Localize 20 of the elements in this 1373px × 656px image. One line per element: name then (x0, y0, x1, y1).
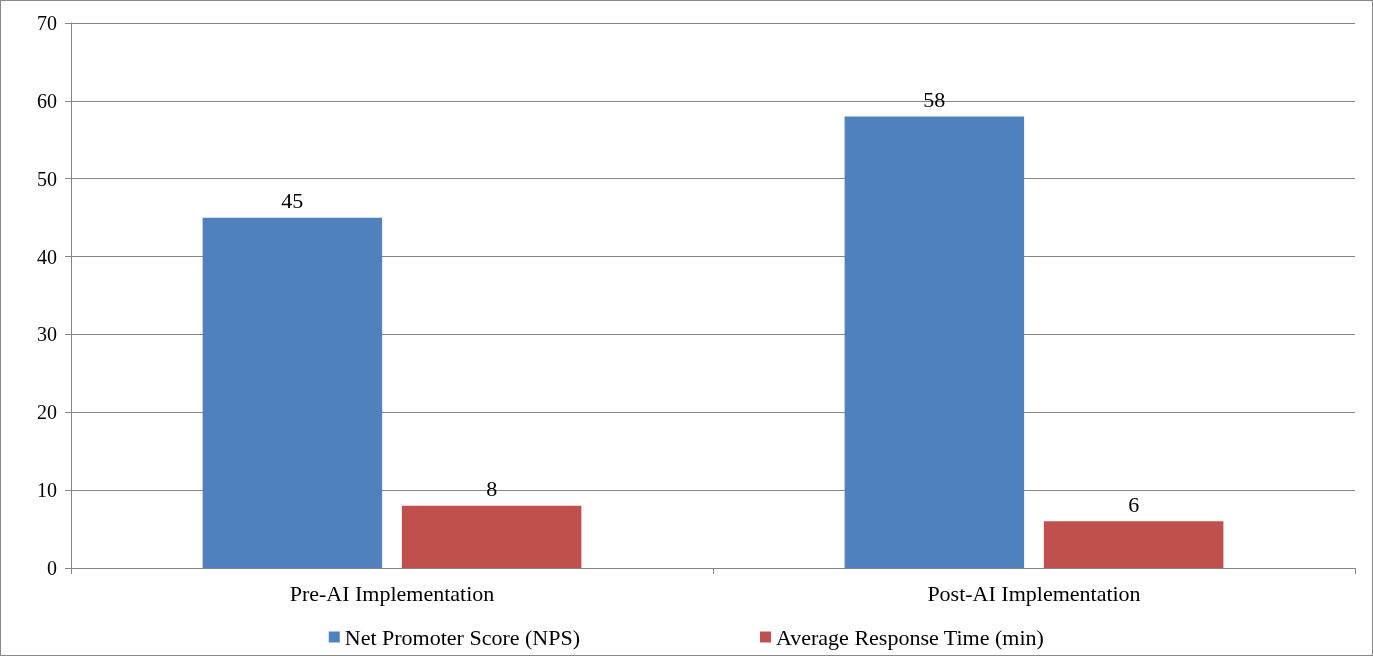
data-label: 58 (923, 86, 946, 112)
bar (401, 505, 582, 568)
x-tick-label: Pre-AI Implementation (289, 580, 495, 606)
legend-label: Average Response Time (min) (776, 624, 1044, 650)
y-tick-label: 50 (37, 167, 57, 190)
y-tick-label: 30 (37, 323, 57, 346)
y-tick-label: 20 (37, 401, 57, 424)
bar (202, 217, 383, 568)
data-label: 45 (281, 188, 304, 214)
data-label: 6 (1128, 491, 1140, 517)
y-tick-label: 0 (47, 557, 57, 579)
legend-label: Net Promoter Score (NPS) (344, 624, 581, 650)
y-tick-label: 40 (37, 245, 57, 268)
y-tick-label: 70 (37, 12, 57, 34)
bar (844, 116, 1025, 568)
bar (1043, 521, 1224, 568)
y-tick-label: 60 (37, 89, 57, 112)
y-tick-label: 10 (37, 479, 57, 502)
x-tick-label: Post-AI Implementation (927, 580, 1141, 606)
data-label: 8 (486, 476, 498, 502)
